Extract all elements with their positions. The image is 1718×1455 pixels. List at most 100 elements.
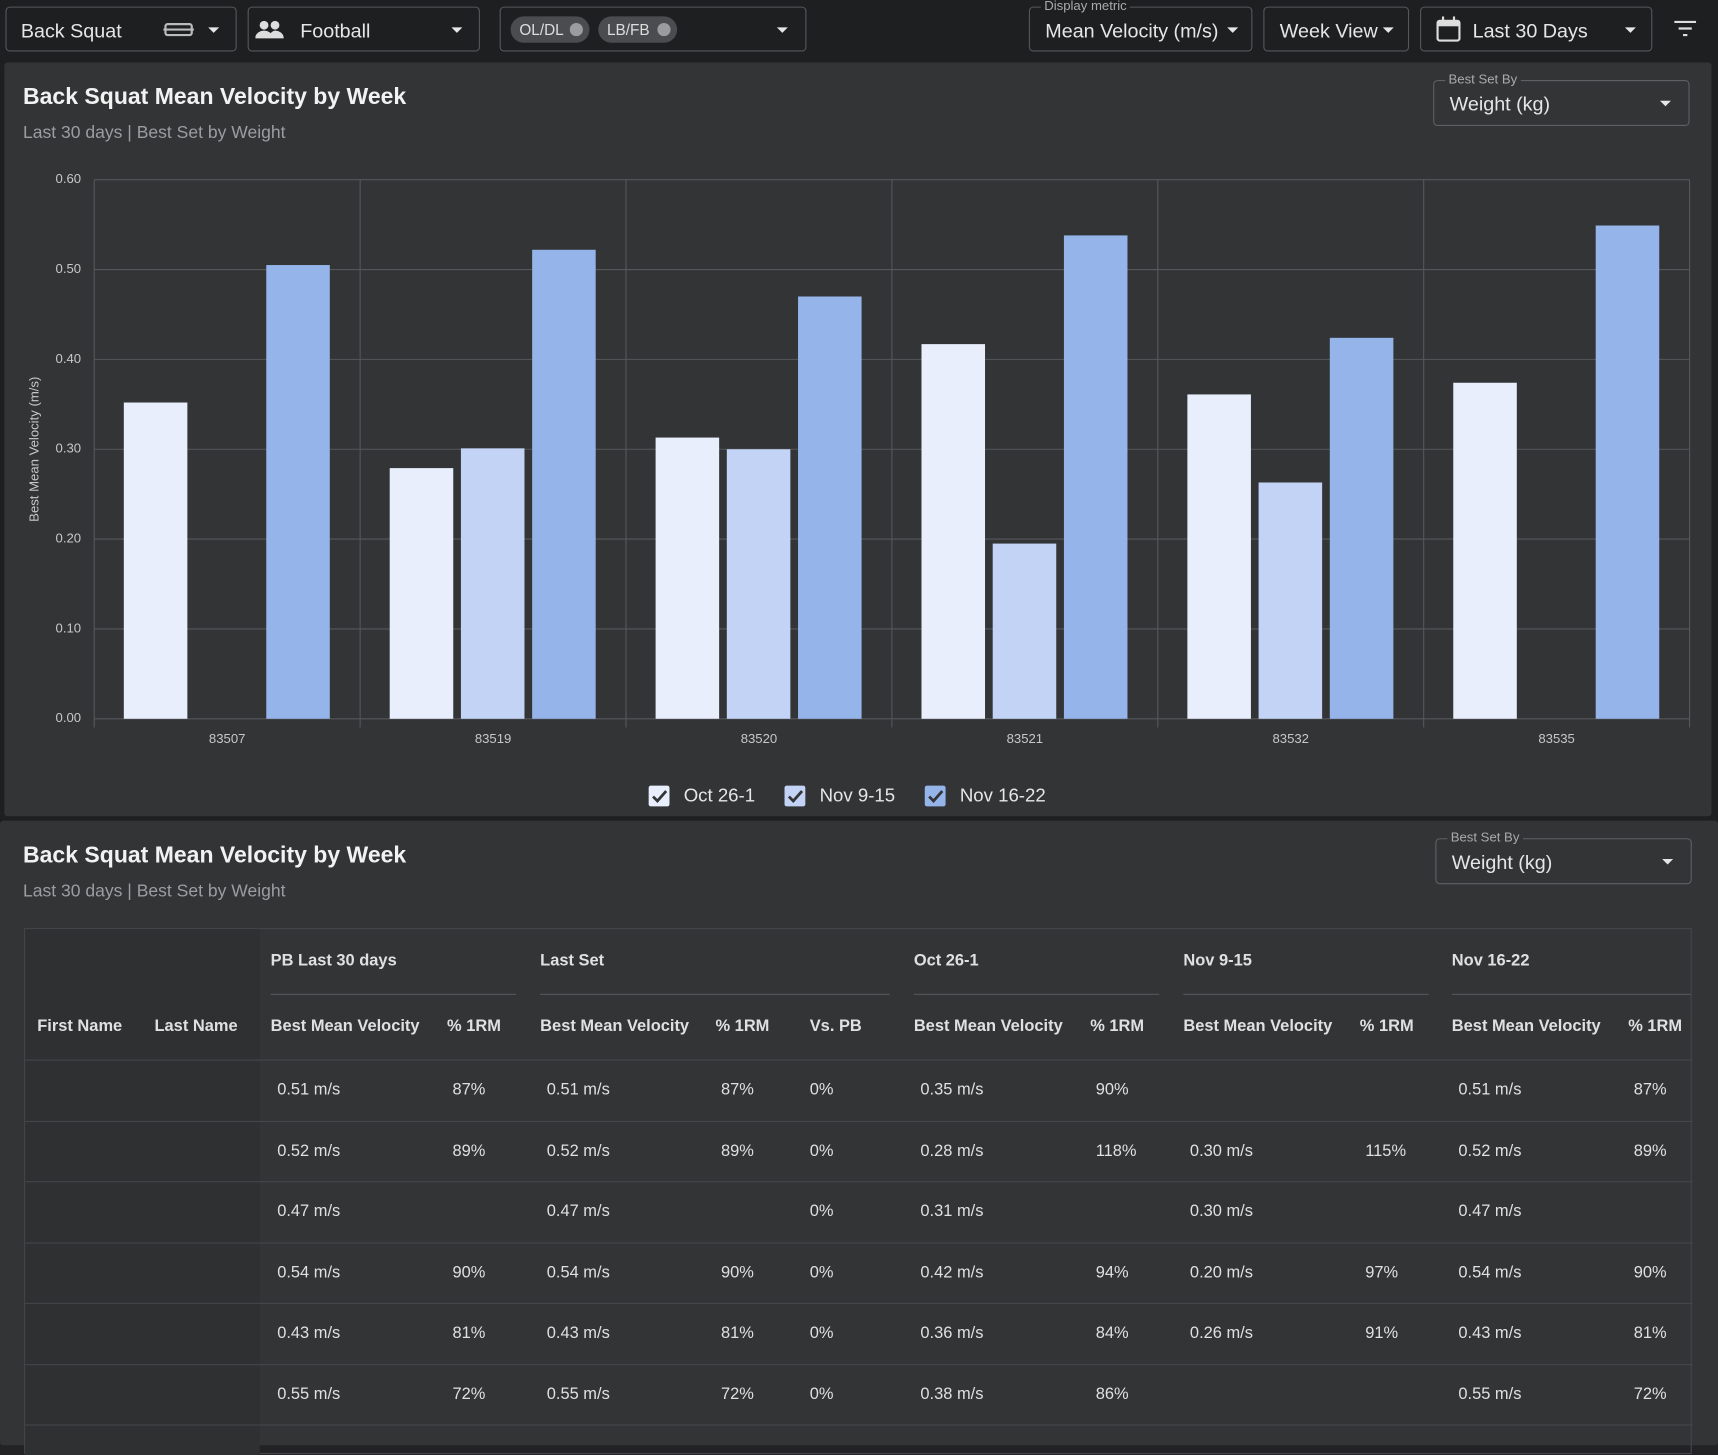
table-cell: 0.51 m/s — [1458, 1080, 1522, 1099]
column-header: % 1RM — [447, 1016, 501, 1036]
x-tick-label: 83521 — [1007, 731, 1044, 746]
table-cell: 90% — [452, 1262, 486, 1282]
team-select[interactable]: Football — [247, 6, 480, 52]
column-header: Vs. PB — [809, 1016, 862, 1036]
table-cell: 89% — [720, 1141, 754, 1160]
group-underline — [270, 993, 517, 995]
column-header: Best Mean Velocity — [913, 1016, 1063, 1036]
table-cell: 0.43 m/s — [1458, 1323, 1522, 1343]
group-header: Oct 26-1 — [913, 951, 979, 970]
exercise: Back Squat — [20, 19, 122, 42]
team-icon — [255, 20, 284, 39]
table-cell: 0% — [809, 1323, 834, 1343]
bar — [389, 468, 454, 719]
bar — [1329, 337, 1394, 719]
legend-label: Nov 9-15 — [820, 784, 896, 805]
y-tick-label: 0.30 — [56, 441, 82, 456]
date-select[interactable]: Last 30 Days — [1420, 6, 1653, 52]
table-cell: 0.26 m/s — [1189, 1323, 1253, 1343]
view-select[interactable]: Week View — [1263, 6, 1410, 52]
table-cell: 97% — [1365, 1262, 1399, 1282]
table-cell: 72% — [1633, 1384, 1667, 1404]
table-cell: 81% — [452, 1323, 486, 1343]
legend-label: Oct 26-1 — [684, 784, 755, 805]
bar — [1258, 482, 1323, 719]
check-mark — [787, 790, 804, 803]
table-cell: 0.38 m/s — [920, 1384, 984, 1404]
table-cell: 0.42 m/s — [920, 1262, 984, 1282]
group-underline — [1451, 993, 1691, 995]
check-mark — [652, 790, 668, 803]
y-tick-label: 0.10 — [56, 620, 82, 635]
field-label: Best Set By — [1447, 829, 1523, 845]
table-cell: 0.52 m/s — [546, 1141, 610, 1160]
chip-label: LB/FB — [607, 20, 650, 39]
table-cell: 0% — [809, 1384, 834, 1404]
best-set-select[interactable]: Best Set By Weight (kg) — [1435, 829, 1692, 885]
table-cell: 90% — [720, 1262, 754, 1282]
table-cell: 0% — [809, 1141, 834, 1160]
row-divider — [25, 1181, 1693, 1183]
filter-button[interactable] — [1674, 20, 1697, 38]
position-chip[interactable]: OL/DL — [510, 16, 590, 43]
chart-panel: Back Squat Mean Velocity by Week Last 30… — [4, 62, 1712, 817]
best-set-select[interactable]: Best Set By Weight (kg) — [1433, 71, 1690, 127]
table-cell: 0.47 m/s — [546, 1201, 610, 1221]
check-mark — [928, 790, 944, 803]
table-cell: 0.51 m/s — [277, 1080, 341, 1099]
legend-item[interactable]: Nov 9-15 — [784, 784, 896, 807]
position-select[interactable]: OL/DL LB/FB — [499, 6, 807, 52]
row-divider — [25, 1424, 1693, 1426]
table-cell: 87% — [452, 1080, 486, 1099]
field-label: Display metric — [1040, 0, 1131, 14]
barbell-icon — [163, 23, 194, 37]
best-set: Weight (kg) — [1449, 93, 1551, 116]
position-chip[interactable]: LB/FB — [598, 16, 678, 43]
y-tick-label: 0.00 — [56, 710, 82, 725]
table-cell: 72% — [720, 1384, 754, 1404]
column-header: First Name — [37, 1016, 123, 1036]
table-cell: 0.28 m/s — [920, 1141, 984, 1160]
bar — [921, 344, 986, 719]
date-range: Last 30 Days — [1472, 19, 1588, 42]
legend-item[interactable]: Nov 16-22 — [924, 784, 1046, 807]
table-cell: 0% — [809, 1080, 834, 1099]
bar — [1187, 394, 1251, 719]
bar — [726, 449, 791, 719]
field-label: Best Set By — [1445, 71, 1521, 87]
table-cell: 91% — [1365, 1323, 1399, 1343]
bar — [532, 249, 596, 719]
column-header: Best Mean Velocity — [1183, 1016, 1333, 1036]
column-header: Best Mean Velocity — [540, 1016, 690, 1036]
column-header: % 1RM — [1628, 1016, 1683, 1036]
table-cell: 0.55 m/s — [1458, 1384, 1522, 1404]
table-cell: 94% — [1095, 1262, 1129, 1282]
table-cell: 0.54 m/s — [277, 1262, 341, 1282]
table-cell: 0.35 m/s — [920, 1080, 984, 1099]
table-cell: 87% — [720, 1080, 754, 1099]
row-divider — [25, 1242, 1693, 1244]
group-underline — [913, 993, 1160, 995]
table-cell: 0.52 m/s — [1458, 1141, 1522, 1160]
column-header: % 1RM — [715, 1016, 770, 1036]
table-cell: 0.36 m/s — [920, 1323, 984, 1343]
exercise-select[interactable]: Back Squat — [5, 6, 237, 52]
row-divider — [25, 1059, 1693, 1061]
column-header: % 1RM — [1359, 1016, 1414, 1036]
bar — [1595, 225, 1660, 719]
group-header: Nov 9-15 — [1183, 951, 1252, 970]
table-cell: 0.52 m/s — [277, 1141, 341, 1160]
table: PB Last 30 days Last Set Oct 26-1 Nov 9-15 N… — [24, 928, 1693, 1455]
bar — [992, 543, 1057, 719]
x-tick-label: 83535 — [1538, 731, 1575, 746]
bar — [798, 296, 862, 719]
row-divider — [25, 1302, 1693, 1304]
table-cell: 0.30 m/s — [1189, 1201, 1253, 1221]
y-axis-label: Best Mean Velocity (m/s) — [27, 377, 42, 522]
chart: 0.00 0.10 0.20 0.30 0.40 0.50 0.60 Best Mean Ve… — [27, 171, 1691, 807]
metric-select[interactable]: Display metric Mean Velocity (m/s) — [1028, 0, 1253, 52]
chart-subtitle: Last 30 days | Best Set by Weight — [23, 123, 286, 143]
chart-title: Back Squat Mean Velocity by Week — [23, 84, 407, 110]
legend-item[interactable]: Oct 26-1 — [648, 784, 755, 807]
